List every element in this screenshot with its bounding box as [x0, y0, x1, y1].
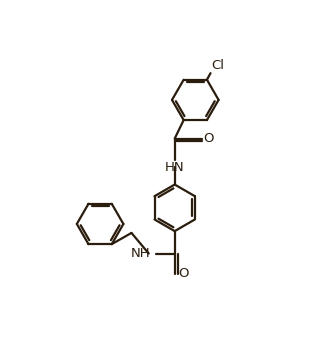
Text: HN: HN	[165, 161, 184, 174]
Text: NH: NH	[131, 247, 150, 260]
Text: O: O	[178, 267, 189, 280]
Text: O: O	[204, 132, 214, 145]
Text: Cl: Cl	[211, 59, 224, 72]
